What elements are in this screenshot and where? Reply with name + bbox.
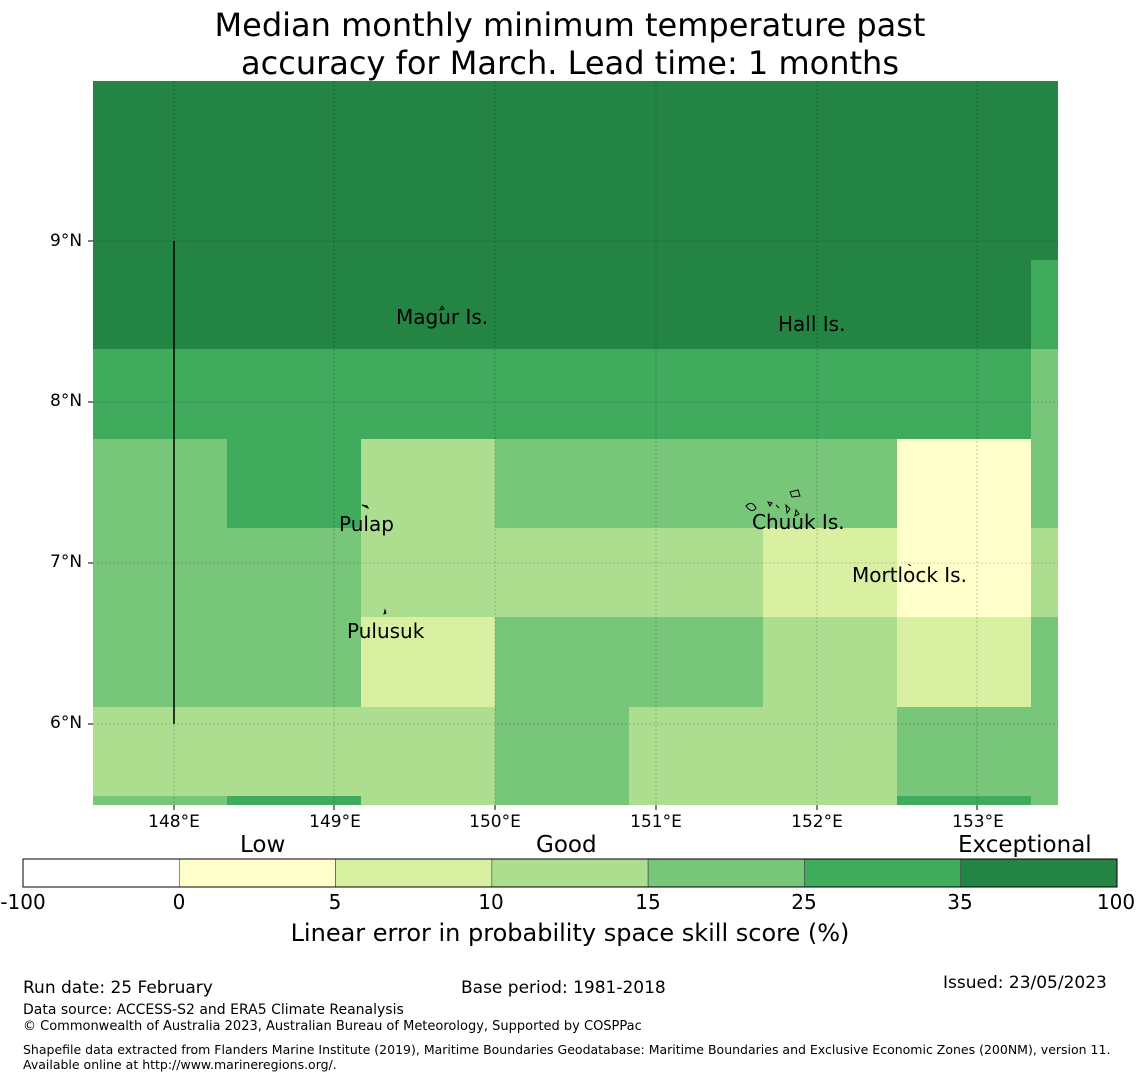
lon-tick-148e: 148°E: [148, 812, 200, 832]
skill-cell: [93, 796, 227, 805]
skill-cell: [763, 617, 897, 707]
skill-cell: [897, 707, 1058, 805]
colorbar-tick: 100: [1096, 890, 1136, 914]
colorbar-category-low: Low: [240, 832, 286, 858]
island-outlines: [361, 305, 912, 615]
skill-cell: [227, 439, 361, 528]
issued-date: Issued: 23/05/2023: [943, 973, 1107, 993]
skill-cell: [361, 796, 495, 805]
lon-tick-153e: 153°E: [952, 812, 1004, 832]
colorbar-segment: [491, 858, 649, 888]
lon-tick-150e: 150°E: [469, 812, 521, 832]
island-label-chuuk: Chuuk Is.: [752, 510, 845, 534]
skill-cell: [763, 528, 897, 617]
skill-cell: [897, 617, 1031, 707]
skill-cell: [1031, 260, 1058, 349]
skill-cells: [93, 81, 1058, 805]
skill-cell: [93, 349, 1031, 439]
data-source: Data source: ACCESS-S2 and ERA5 Climate …: [23, 1002, 404, 1018]
lat-tick-7n: 7°N: [50, 552, 83, 572]
colorbar-segment: [335, 858, 493, 888]
island-label-pulusuk: Pulusuk: [347, 619, 425, 643]
mortlock-islands-outline: [907, 563, 912, 567]
skill-cell: [1031, 349, 1058, 528]
chuuk-islands-outline: [745, 489, 801, 517]
skill-cell: [897, 796, 1031, 805]
lon-tick-152e: 152°E: [791, 812, 843, 832]
base-period: Base period: 1981-2018: [461, 978, 666, 998]
colorbar-tick: 15: [635, 890, 661, 914]
skill-cell: [495, 617, 763, 707]
skill-cell: [629, 707, 897, 805]
skill-cell: [93, 439, 227, 707]
pulap-island-outline: [361, 504, 370, 510]
title-line-2: accuracy for March. Lead time: 1 months: [241, 44, 899, 82]
colorbar-category-exceptional: Exceptional: [958, 832, 1092, 858]
colorbar: [22, 858, 1118, 888]
skill-cell: [495, 707, 629, 805]
run-date: Run date: 25 February: [23, 978, 213, 998]
island-label-mortlock: Mortlock Is.: [852, 563, 967, 587]
skill-cell: [361, 617, 495, 707]
skill-cell: [495, 439, 897, 528]
colorbar-tick: 10: [478, 890, 504, 914]
colorbar-tick: 25: [791, 890, 817, 914]
copyright: © Commonwealth of Australia 2023, Austra…: [23, 1019, 642, 1034]
colorbar-segment: [22, 858, 180, 888]
island-label-magur: Magur Is.: [396, 305, 489, 329]
lat-tick-8n: 8°N: [50, 391, 83, 411]
skill-cell: [361, 439, 495, 617]
colorbar-tick: 35: [947, 890, 973, 914]
shapefile-credit: Shapefile data extracted from Flanders M…: [23, 1042, 1111, 1072]
colorbar-category-good: Good: [536, 832, 597, 858]
skill-cell: [93, 81, 1058, 349]
island-label-pulap: Pulap: [339, 512, 394, 536]
colorbar-segment: [647, 858, 805, 888]
colorbar-tick: 5: [328, 890, 342, 914]
island-label-hall: Hall Is.: [778, 312, 846, 336]
skill-cell: [1031, 528, 1058, 617]
skill-cell: [93, 707, 495, 805]
lon-tick-151e: 151°E: [630, 812, 682, 832]
map-title: Median monthly minimum temperature past …: [0, 6, 1140, 82]
lon-tick-149e: 149°E: [309, 812, 361, 832]
skill-cell: [1031, 617, 1058, 707]
lat-tick-6n: 6°N: [50, 713, 83, 733]
colorbar-label: Linear error in probability space skill …: [290, 919, 850, 947]
title-line-1: Median monthly minimum temperature past: [214, 6, 926, 44]
skill-cell: [227, 528, 361, 707]
pulusuk-island-outline: [383, 608, 387, 615]
colorbar-tick: 0: [172, 890, 186, 914]
skill-cell: [495, 528, 763, 617]
colorbar-segment: [178, 858, 336, 888]
colorbar-segment: [960, 858, 1118, 888]
colorbar-outline: [22, 858, 1118, 888]
colorbar-segment: [804, 858, 962, 888]
magur-island-outline: [439, 305, 445, 311]
skill-cell: [227, 796, 361, 805]
colorbar-tick: -100: [0, 890, 46, 914]
skill-cell: [897, 439, 1031, 617]
lat-tick-9n: 9°N: [50, 231, 83, 251]
